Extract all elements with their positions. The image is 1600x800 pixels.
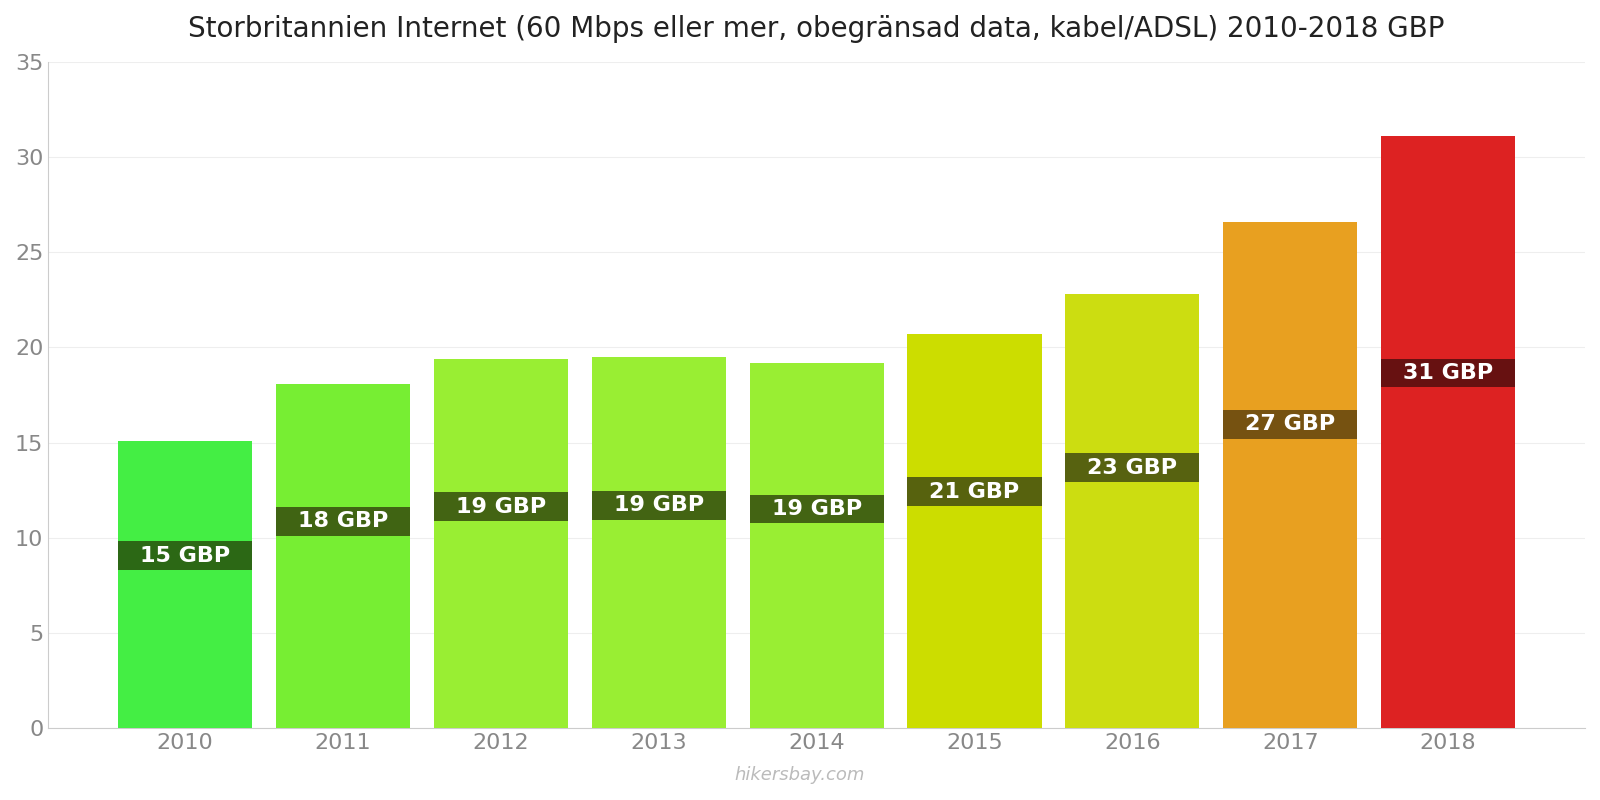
FancyBboxPatch shape xyxy=(749,494,883,523)
Bar xyxy=(118,441,253,728)
Text: 18 GBP: 18 GBP xyxy=(298,511,389,531)
FancyBboxPatch shape xyxy=(1222,410,1357,438)
Text: hikersbay.com: hikersbay.com xyxy=(734,766,866,784)
FancyBboxPatch shape xyxy=(1066,454,1200,482)
FancyBboxPatch shape xyxy=(118,542,253,570)
FancyBboxPatch shape xyxy=(592,491,726,520)
Text: 19 GBP: 19 GBP xyxy=(614,495,704,515)
FancyBboxPatch shape xyxy=(907,478,1042,506)
Text: 31 GBP: 31 GBP xyxy=(1403,363,1493,383)
Bar xyxy=(749,362,883,728)
FancyBboxPatch shape xyxy=(1381,358,1515,387)
Bar xyxy=(1066,294,1200,728)
Text: 15 GBP: 15 GBP xyxy=(141,546,230,566)
FancyBboxPatch shape xyxy=(275,507,410,536)
Bar xyxy=(592,357,726,728)
Text: 27 GBP: 27 GBP xyxy=(1245,414,1336,434)
Bar xyxy=(907,334,1042,728)
Text: 21 GBP: 21 GBP xyxy=(930,482,1019,502)
Text: 23 GBP: 23 GBP xyxy=(1088,458,1178,478)
Bar xyxy=(434,359,568,728)
Bar xyxy=(1381,136,1515,728)
Bar xyxy=(275,384,410,728)
Bar xyxy=(1222,222,1357,728)
Text: 19 GBP: 19 GBP xyxy=(456,497,546,517)
Text: 19 GBP: 19 GBP xyxy=(771,499,862,519)
Title: Storbritannien Internet (60 Mbps eller mer, obegränsad data, kabel/ADSL) 2010-20: Storbritannien Internet (60 Mbps eller m… xyxy=(189,15,1445,43)
FancyBboxPatch shape xyxy=(434,492,568,521)
